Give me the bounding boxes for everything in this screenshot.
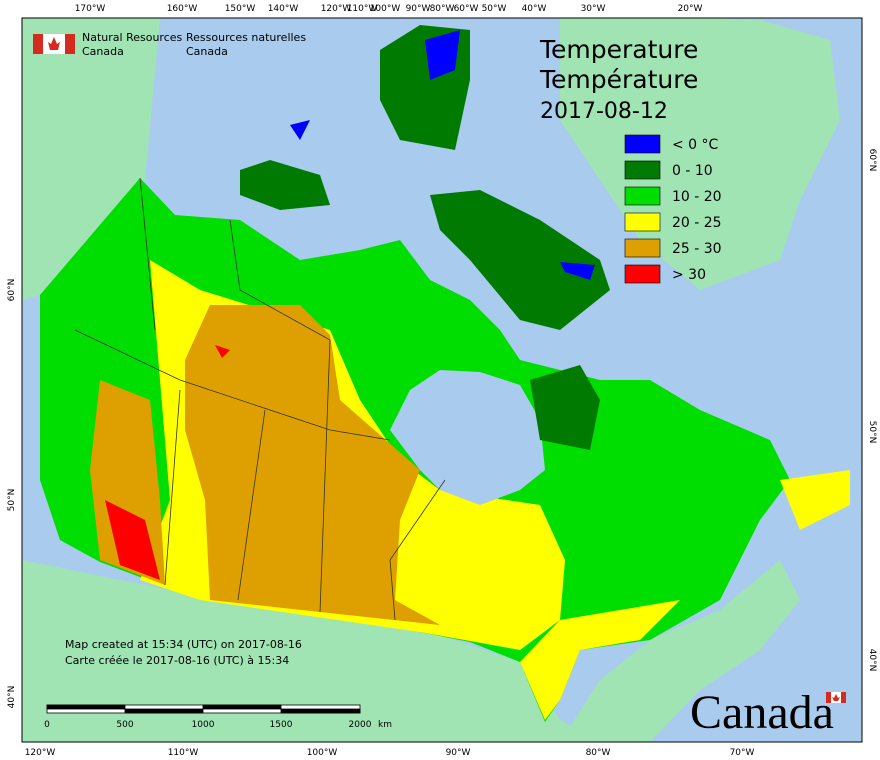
org-en: Natural Resources [82, 31, 183, 44]
org-fr: Canada [186, 45, 228, 58]
legend-swatch [624, 134, 661, 154]
boundary [164, 389, 181, 586]
boundary [229, 219, 331, 341]
legend: < 0 °C 0 - 10 10 - 20 20 - 25 25 - 30 > 30 [624, 134, 722, 284]
graticule-label: 160°W [167, 4, 198, 14]
scale-seg [46, 704, 126, 710]
legend-swatch [624, 264, 661, 284]
graticule-label: 60°W [454, 4, 479, 14]
boundary [139, 177, 156, 331]
note: Carte créée le 2017-08-16 (UTC) à 15:34 [65, 654, 289, 667]
graticule-label: 50°N [867, 421, 877, 444]
graticule-label: 110°W [347, 4, 378, 14]
scale-label: 0 [44, 720, 50, 730]
usa [22, 560, 600, 742]
newfoundland [780, 470, 850, 530]
legend-label: 10 - 20 [672, 189, 722, 205]
wordmark: Canada [690, 686, 834, 739]
legend-swatch [624, 238, 661, 258]
cold-spot [560, 262, 595, 280]
graticule-label: 100°W [370, 4, 401, 14]
legend-swatch [624, 212, 661, 232]
graticule-label: 80°W [430, 4, 455, 14]
graticule-label: 170°W [75, 4, 106, 14]
frame [21, 17, 863, 743]
top-labels: 170°W 160°W 150°W 140°W 120°W 110°W 100°… [75, 4, 703, 14]
legend-label: 20 - 25 [672, 215, 722, 231]
graticule-label: 120°W [25, 748, 56, 758]
island [240, 160, 330, 210]
boundaries [74, 177, 446, 621]
hot-spot [215, 345, 230, 358]
scale-label: 500 [116, 720, 133, 730]
wordmark-flag [826, 692, 846, 703]
title: Temperature [539, 35, 698, 64]
graticule-label: 90°W [406, 4, 431, 14]
graticule-label: 140°W [268, 4, 299, 14]
flag-leaf [48, 37, 60, 50]
graticule-label: 100°W [307, 748, 338, 758]
bottom-labels: 120°W 110°W 100°W 90°W 80°W 70°W [25, 748, 755, 758]
graticule-label: 60°N [867, 149, 877, 172]
scale-seg [202, 704, 282, 710]
graticule-label: 30°W [581, 4, 606, 14]
cold-spot [425, 30, 460, 80]
graticule-label: 60°N [7, 279, 17, 302]
flag-bar [826, 692, 831, 703]
legend-label: < 0 °C [672, 137, 719, 153]
ungava [530, 365, 600, 450]
graticule-label: 50°N [7, 489, 17, 512]
flag-bar [65, 34, 75, 54]
boundary [74, 329, 391, 441]
scale-label: 2000 [349, 720, 372, 730]
scale-seg [280, 708, 361, 714]
graticule-label: 40°N [867, 649, 877, 672]
graticule-label: 110°W [168, 748, 199, 758]
graticule-label: 70°W [730, 748, 755, 758]
flag-leaf [832, 694, 840, 701]
graticule-label: 80°W [586, 748, 611, 758]
legend-swatch [624, 160, 661, 180]
graticule-label: 20°W [678, 4, 703, 14]
date: 2017-08-12 [540, 99, 668, 124]
org-en: Canada [82, 45, 124, 58]
scale-unit: km [378, 720, 392, 730]
scale-label: 1000 [192, 720, 215, 730]
flag-bar [33, 34, 43, 54]
legend-swatch [624, 186, 661, 206]
graticule-label: 40°N [7, 686, 17, 709]
org-fr: Ressources naturelles [186, 31, 306, 44]
title: Température [539, 65, 698, 94]
scale-seg [124, 708, 204, 714]
boundary [319, 339, 331, 613]
boundary [237, 409, 266, 601]
hot-zone [185, 305, 440, 625]
alaska [22, 18, 160, 300]
legend-label: > 30 [672, 267, 706, 283]
note: Map created at 15:34 (UTC) on 2017-08-16 [65, 638, 302, 651]
baffin [430, 190, 610, 330]
graticule-label: 120°W [321, 4, 352, 14]
hot-spot [105, 500, 160, 580]
cold-spot [290, 120, 310, 140]
scale-label: 1500 [270, 720, 293, 730]
south-ontario [520, 600, 680, 720]
usa-east [560, 560, 800, 742]
boundary [389, 479, 446, 621]
flag-bar [841, 692, 846, 703]
scale-bar [46, 704, 361, 714]
graticule-label: 50°W [482, 4, 507, 14]
graticule-label: 40°W [522, 4, 547, 14]
legend-label: 0 - 10 [672, 163, 713, 179]
graticule-label: 150°W [225, 4, 256, 14]
legend-label: 25 - 30 [672, 241, 722, 257]
hudson-bay [390, 370, 545, 505]
graticule-label: 90°W [446, 748, 471, 758]
fip-flag [33, 34, 75, 54]
